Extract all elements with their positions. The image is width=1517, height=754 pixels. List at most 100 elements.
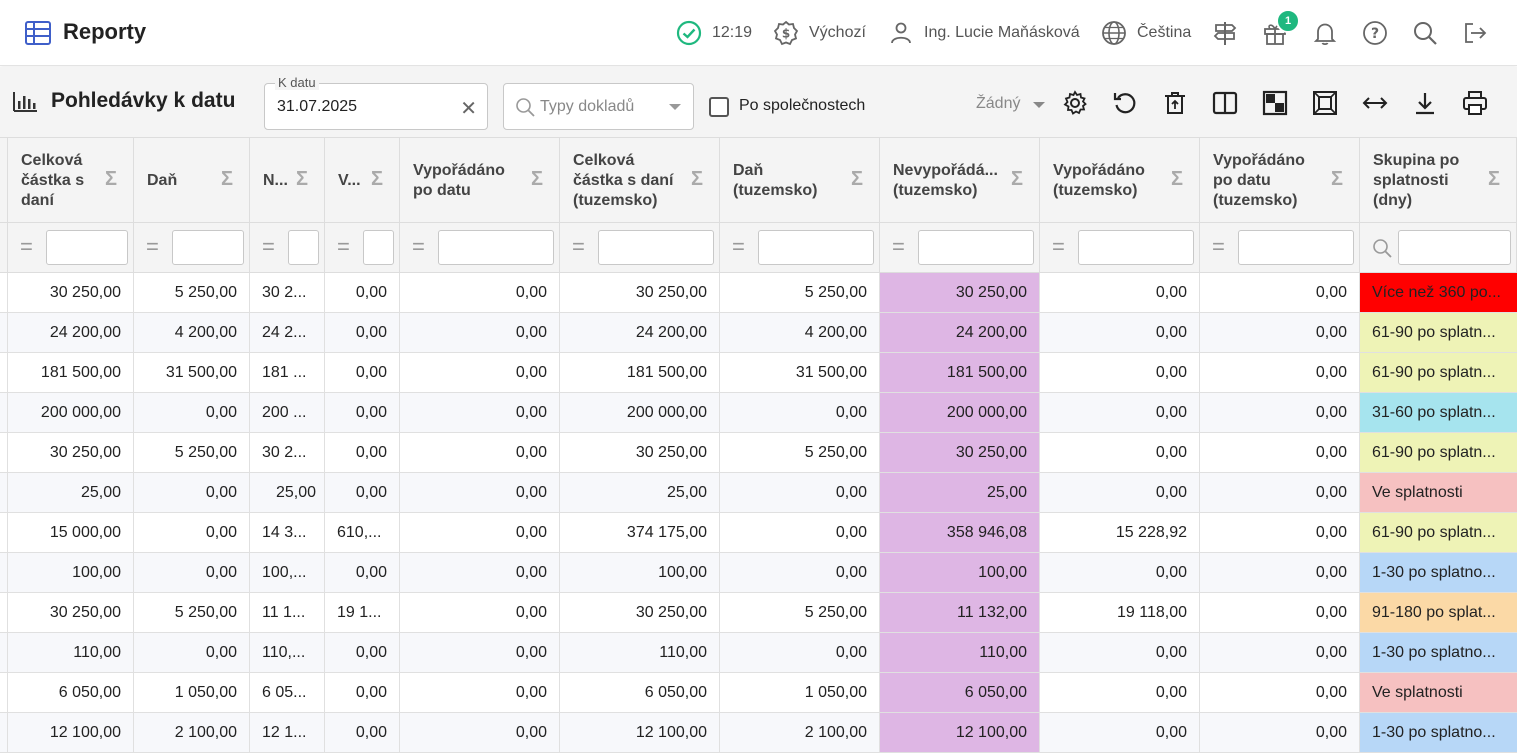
table-cell[interactable]: 24 200,00 bbox=[560, 313, 720, 353]
table-cell[interactable]: 0,00 bbox=[325, 353, 400, 393]
row-gutter-cell[interactable] bbox=[0, 593, 8, 633]
row-gutter-cell[interactable] bbox=[0, 633, 8, 673]
column-header[interactable]: V... Σ bbox=[325, 138, 400, 223]
sigma-icon[interactable]: Σ bbox=[105, 168, 118, 190]
table-cell[interactable]: 0,00 bbox=[1200, 273, 1360, 313]
filter-input[interactable] bbox=[1078, 230, 1194, 265]
table-cell[interactable]: 30 250,00 bbox=[880, 273, 1040, 313]
table-cell[interactable]: 0,00 bbox=[1040, 673, 1200, 713]
sigma-icon[interactable]: Σ bbox=[691, 168, 704, 190]
table-cell[interactable]: 110,00 bbox=[880, 633, 1040, 673]
table-cell[interactable]: 24 200,00 bbox=[8, 313, 134, 353]
filter-input[interactable] bbox=[1238, 230, 1354, 265]
table-cell[interactable]: 0,00 bbox=[720, 393, 880, 433]
row-gutter-cell[interactable] bbox=[0, 393, 8, 433]
due-group-cell[interactable]: Více než 360 po... bbox=[1360, 273, 1517, 313]
table-cell[interactable]: 5 250,00 bbox=[134, 273, 250, 313]
table-cell[interactable]: 30 250,00 bbox=[8, 433, 134, 473]
table-cell[interactable]: 610,... bbox=[325, 513, 400, 553]
due-group-cell[interactable]: 61-90 po splatn... bbox=[1360, 513, 1517, 553]
table-cell[interactable]: 181 ... bbox=[250, 353, 325, 393]
sigma-icon[interactable]: Σ bbox=[851, 168, 864, 190]
column-header[interactable]: N... Σ bbox=[250, 138, 325, 223]
table-cell[interactable]: 0,00 bbox=[325, 553, 400, 593]
document-types-select[interactable]: Typy dokladů bbox=[503, 83, 694, 130]
table-cell[interactable]: 12 100,00 bbox=[8, 713, 134, 753]
table-cell[interactable]: 110,... bbox=[250, 633, 325, 673]
signpost-button[interactable] bbox=[1211, 19, 1239, 47]
table-cell[interactable]: 24 2... bbox=[250, 313, 325, 353]
table-cell[interactable]: 200 000,00 bbox=[8, 393, 134, 433]
table-cell[interactable]: 0,00 bbox=[1200, 353, 1360, 393]
logout-button[interactable] bbox=[1461, 19, 1489, 47]
equals-operator-icon[interactable]: = bbox=[337, 234, 350, 259]
column-header[interactable]: Celková částka s daní Σ bbox=[8, 138, 134, 223]
columns-button[interactable] bbox=[1210, 88, 1240, 118]
table-cell[interactable]: 181 500,00 bbox=[560, 353, 720, 393]
table-cell[interactable]: 31 500,00 bbox=[134, 353, 250, 393]
filter-input[interactable] bbox=[1398, 230, 1511, 265]
table-cell[interactable]: 5 250,00 bbox=[720, 593, 880, 633]
row-gutter-cell[interactable] bbox=[0, 713, 8, 753]
table-cell[interactable]: 31 500,00 bbox=[720, 353, 880, 393]
table-cell[interactable]: 30 250,00 bbox=[560, 273, 720, 313]
table-cell[interactable]: 0,00 bbox=[400, 553, 560, 593]
filter-input[interactable] bbox=[46, 230, 128, 265]
pattern-button[interactable] bbox=[1260, 88, 1290, 118]
row-gutter-cell[interactable] bbox=[0, 553, 8, 593]
table-cell[interactable]: 19 1... bbox=[325, 593, 400, 633]
row-gutter-cell[interactable] bbox=[0, 313, 8, 353]
filter-input[interactable] bbox=[363, 230, 394, 265]
table-cell[interactable]: 14 3... bbox=[250, 513, 325, 553]
column-header[interactable]: Daň (tuzemsko) Σ bbox=[720, 138, 880, 223]
column-header[interactable] bbox=[0, 138, 8, 223]
column-header[interactable]: Nevypořádá... (tuzemsko) Σ bbox=[880, 138, 1040, 223]
due-group-cell[interactable]: 61-90 po splatn... bbox=[1360, 313, 1517, 353]
table-cell[interactable]: 0,00 bbox=[325, 433, 400, 473]
column-header[interactable]: Celková částka s daní (tuzemsko) Σ bbox=[560, 138, 720, 223]
table-cell[interactable]: 6 050,00 bbox=[8, 673, 134, 713]
table-cell[interactable]: 12 100,00 bbox=[560, 713, 720, 753]
table-cell[interactable]: 0,00 bbox=[325, 393, 400, 433]
table-cell[interactable]: 0,00 bbox=[1040, 393, 1200, 433]
table-cell[interactable]: 0,00 bbox=[1200, 673, 1360, 713]
sigma-icon[interactable]: Σ bbox=[531, 168, 544, 190]
help-button[interactable]: ? bbox=[1361, 19, 1389, 47]
table-cell[interactable]: 0,00 bbox=[325, 313, 400, 353]
column-header[interactable]: Vypořádáno po datu (tuzemsko) Σ bbox=[1200, 138, 1360, 223]
column-header[interactable]: Skupina po splatnosti (dny) Σ bbox=[1360, 138, 1517, 223]
table-cell[interactable]: 15 000,00 bbox=[8, 513, 134, 553]
status-clock[interactable]: 12:19 bbox=[676, 19, 752, 47]
table-cell[interactable]: 4 200,00 bbox=[720, 313, 880, 353]
table-cell[interactable]: 0,00 bbox=[400, 313, 560, 353]
table-cell[interactable]: 0,00 bbox=[134, 393, 250, 433]
due-group-cell[interactable]: Ve splatnosti bbox=[1360, 673, 1517, 713]
table-cell[interactable]: 1 050,00 bbox=[720, 673, 880, 713]
row-gutter-cell[interactable] bbox=[0, 673, 8, 713]
table-cell[interactable]: 100,... bbox=[250, 553, 325, 593]
table-cell[interactable]: 30 2... bbox=[250, 433, 325, 473]
table-cell[interactable]: 30 250,00 bbox=[8, 273, 134, 313]
view-select[interactable]: Žádný bbox=[976, 95, 1021, 112]
table-cell[interactable]: 100,00 bbox=[8, 553, 134, 593]
table-cell[interactable]: 5 250,00 bbox=[720, 273, 880, 313]
table-cell[interactable]: 110,00 bbox=[560, 633, 720, 673]
download-button[interactable] bbox=[1410, 88, 1440, 118]
table-cell[interactable]: 11 132,00 bbox=[880, 593, 1040, 633]
table-cell[interactable]: 0,00 bbox=[400, 713, 560, 753]
equals-operator-icon[interactable]: = bbox=[20, 234, 33, 259]
table-cell[interactable]: 0,00 bbox=[325, 673, 400, 713]
table-cell[interactable]: 6 050,00 bbox=[560, 673, 720, 713]
sigma-icon[interactable]: Σ bbox=[1331, 168, 1344, 190]
table-cell[interactable]: 25,00 bbox=[560, 473, 720, 513]
table-cell[interactable]: 0,00 bbox=[720, 513, 880, 553]
notifications-button[interactable] bbox=[1311, 19, 1339, 47]
filter-input[interactable] bbox=[758, 230, 874, 265]
sigma-icon[interactable]: Σ bbox=[1488, 168, 1501, 190]
table-cell[interactable]: 0,00 bbox=[400, 393, 560, 433]
sigma-icon[interactable]: Σ bbox=[1011, 168, 1024, 190]
filter-input[interactable] bbox=[172, 230, 244, 265]
table-cell[interactable]: 100,00 bbox=[880, 553, 1040, 593]
filter-input[interactable] bbox=[918, 230, 1034, 265]
table-cell[interactable]: 0,00 bbox=[1040, 633, 1200, 673]
